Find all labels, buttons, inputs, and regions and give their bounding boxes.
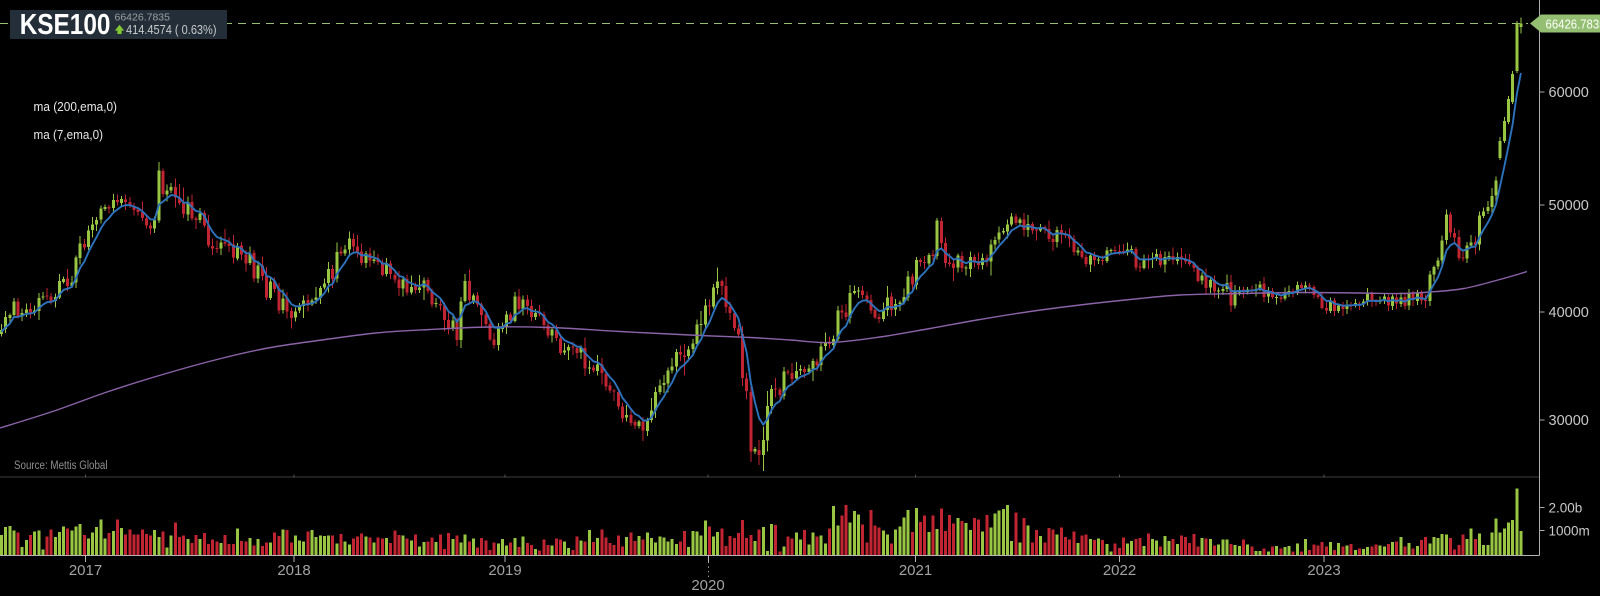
svg-text:60000: 60000 <box>1549 85 1589 101</box>
svg-text:2.00b: 2.00b <box>1549 501 1583 516</box>
svg-text:ma (200,ema,0): ma (200,ema,0) <box>34 99 118 114</box>
svg-text:30000: 30000 <box>1549 413 1589 429</box>
svg-text:Source: Mettis Global: Source: Mettis Global <box>14 460 108 472</box>
svg-text:2021: 2021 <box>899 562 932 579</box>
svg-text:2020: 2020 <box>691 577 724 594</box>
svg-text:KSE100: KSE100 <box>20 8 111 40</box>
svg-text:2022: 2022 <box>1103 562 1136 579</box>
svg-text:66426.7835: 66426.7835 <box>115 12 171 24</box>
svg-text:2019: 2019 <box>488 562 521 579</box>
svg-text:414.4574 ( 0.63%): 414.4574 ( 0.63%) <box>126 22 217 37</box>
svg-text:1000m: 1000m <box>1549 524 1590 539</box>
svg-text:2018: 2018 <box>277 562 310 579</box>
svg-text:2023: 2023 <box>1307 562 1340 579</box>
svg-text:66426.7835: 66426.7835 <box>1546 16 1600 31</box>
svg-text:40000: 40000 <box>1549 305 1589 321</box>
svg-text:2017: 2017 <box>69 562 102 579</box>
svg-text:ma (7,ema,0): ma (7,ema,0) <box>34 127 104 142</box>
svg-text:50000: 50000 <box>1549 198 1589 214</box>
